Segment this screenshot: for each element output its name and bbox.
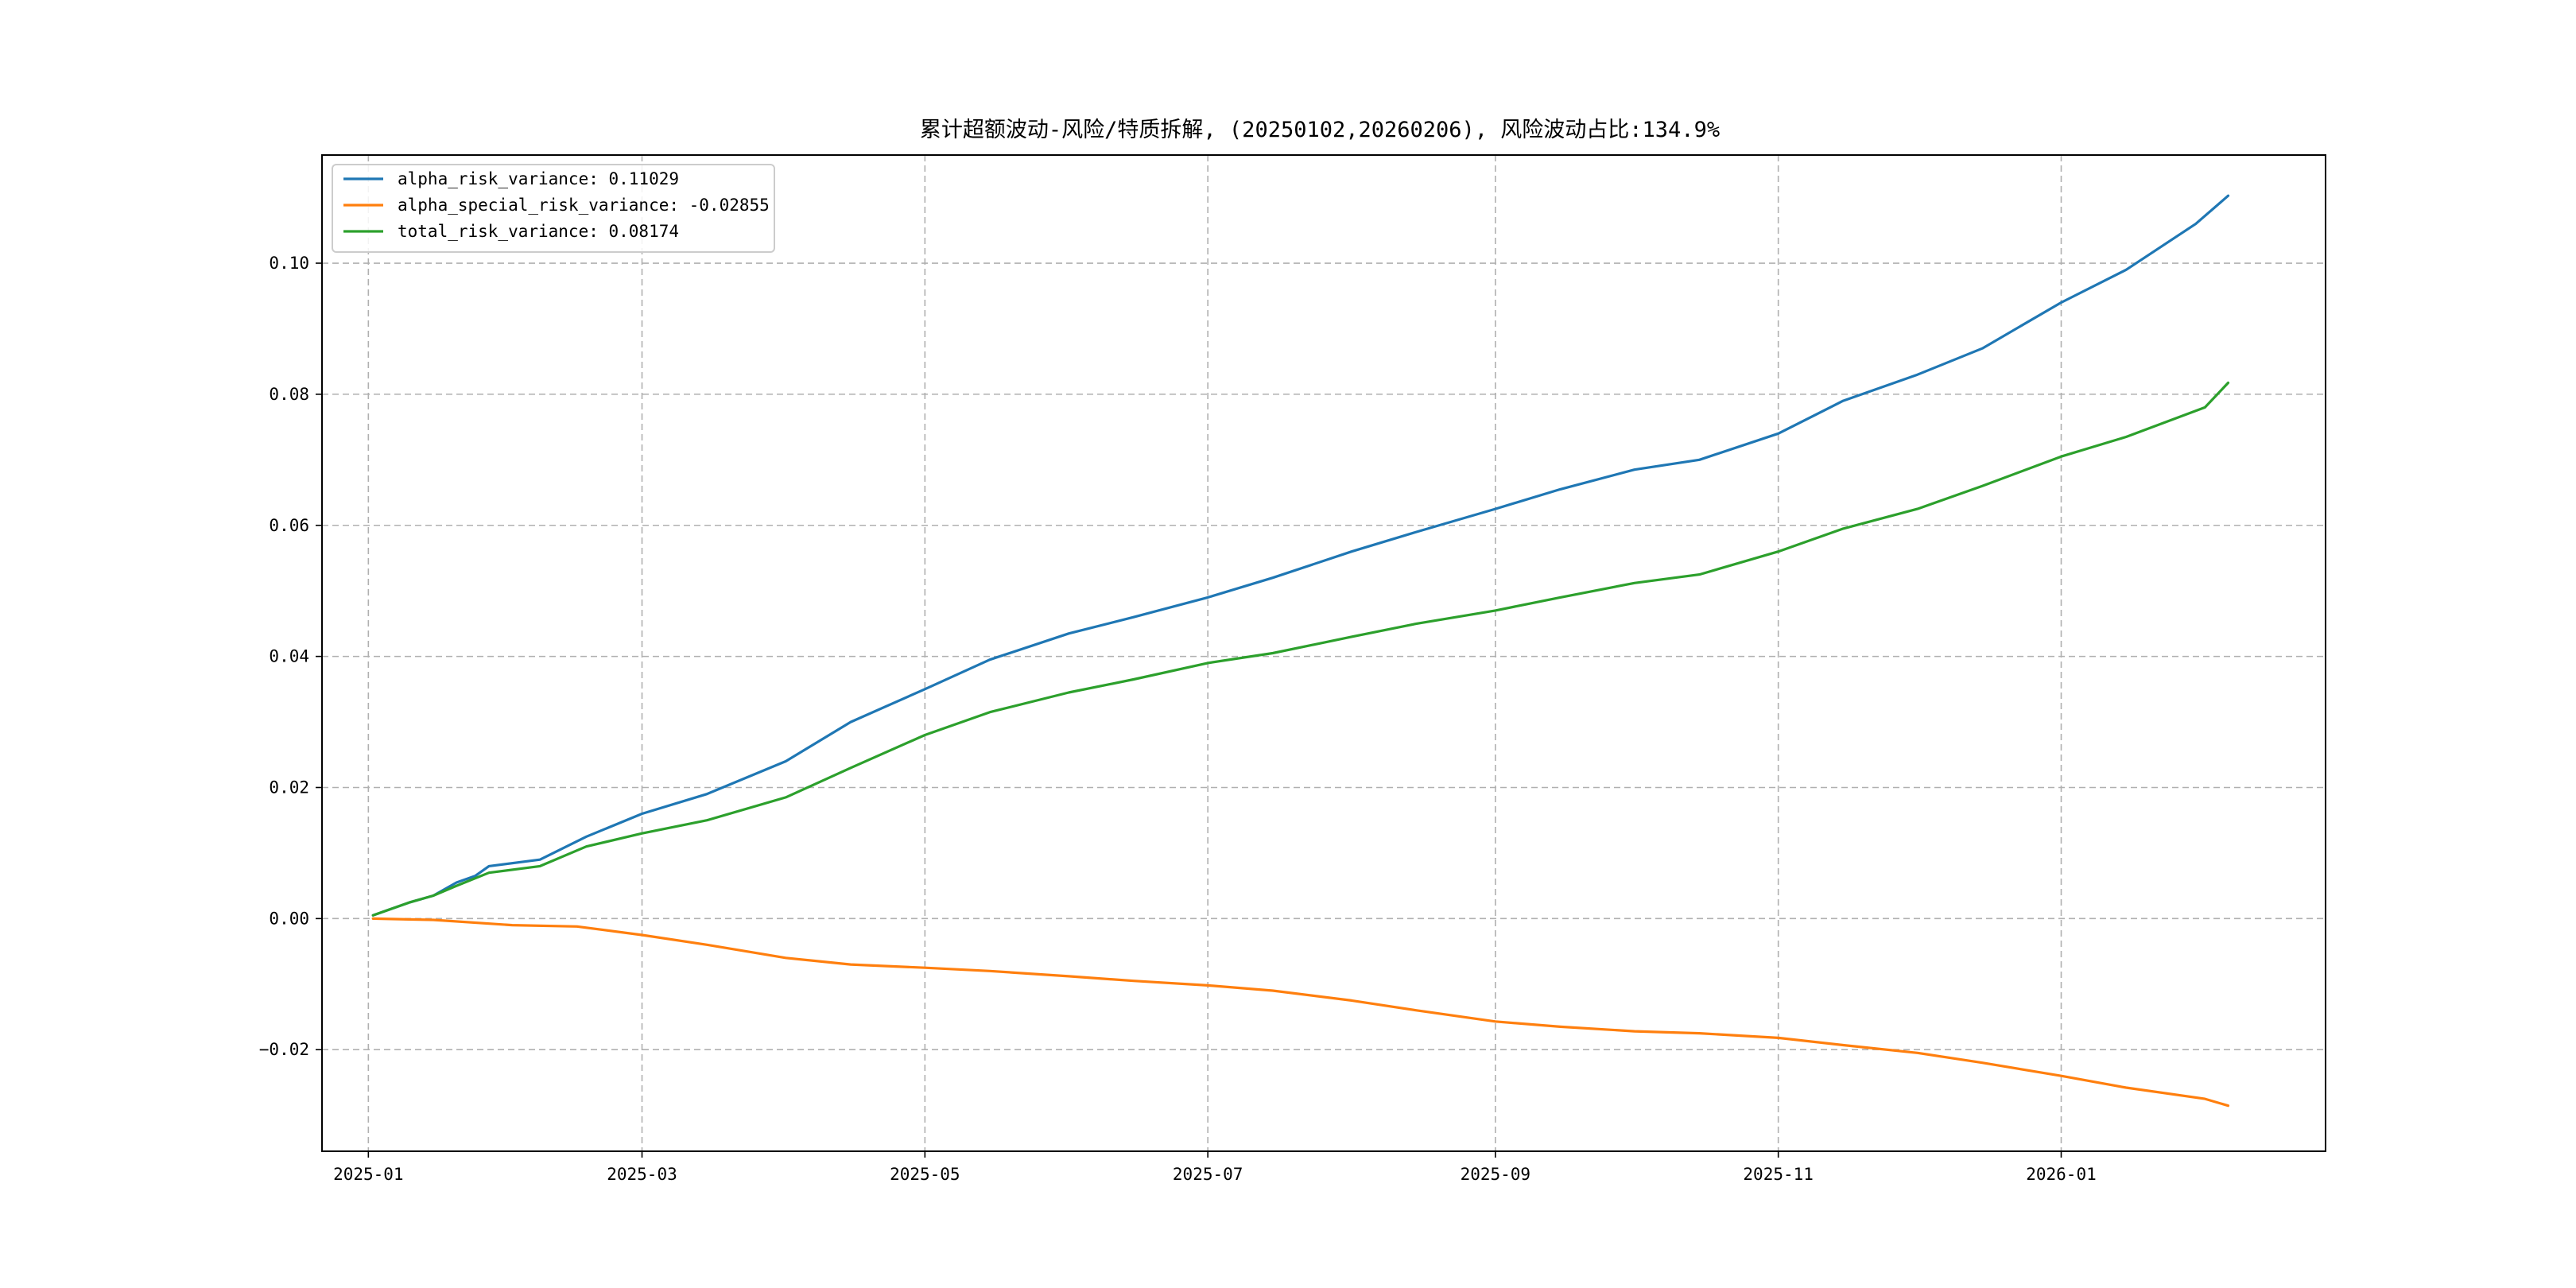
chart-title: 累计超额波动-风险/特质拆解, (20250102,20260206), 风险波…	[920, 118, 1720, 142]
legend-label: alpha_risk_variance: 0.11029	[398, 169, 679, 188]
y-tick-label: 0.02	[269, 778, 309, 797]
grid	[322, 155, 2326, 1151]
y-tick-label: 0.06	[269, 516, 309, 535]
series-line-total-risk-variance	[371, 381, 2230, 917]
y-tick-label: 0.04	[269, 647, 309, 666]
legend: alpha_risk_variance: 0.11029 alpha_specia…	[332, 164, 775, 253]
legend-label: alpha_special_risk_variance: -0.02855	[398, 196, 770, 215]
series-lines	[371, 194, 2230, 1108]
x-tick-label: 2025-09	[1461, 1165, 1531, 1184]
plot-area-frame	[321, 154, 2326, 1152]
series-line-alpha-special-risk-variance	[371, 917, 2230, 1108]
x-axis: 2025-01 2025-03 2025-05 2025-07 2025-09 2025-…	[333, 1151, 2097, 1184]
y-tick-label: −0.02	[259, 1040, 309, 1059]
legend-label: total_risk_variance: 0.08174	[398, 222, 679, 241]
x-tick-label: 2025-01	[333, 1165, 404, 1184]
x-tick-label: 2025-05	[890, 1165, 960, 1184]
legend-box	[332, 164, 775, 253]
y-tick-label: 0.00	[269, 909, 309, 928]
y-tick-label: 0.08	[269, 385, 309, 404]
x-tick-label: 2025-11	[1743, 1165, 1814, 1184]
x-tick-label: 2025-03	[607, 1165, 677, 1184]
series-line-alpha-risk-variance	[371, 194, 2230, 917]
x-tick-label: 2026-01	[2026, 1165, 2097, 1184]
x-tick-label: 2025-07	[1173, 1165, 1243, 1184]
y-axis: −0.02 0.00 0.02 0.04 0.06 0.08 0.10	[259, 254, 322, 1059]
y-tick-label: 0.10	[269, 254, 309, 273]
